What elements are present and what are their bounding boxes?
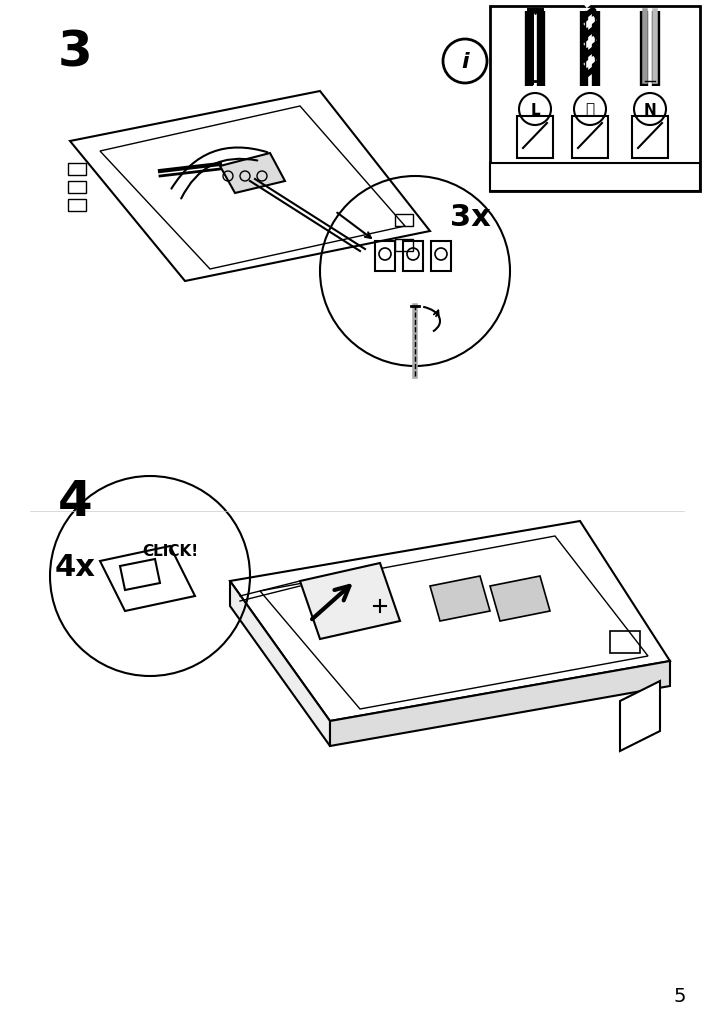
Bar xyxy=(395,240,413,252)
Polygon shape xyxy=(620,681,660,751)
Bar xyxy=(68,182,86,194)
Text: N: N xyxy=(643,102,656,117)
Text: 3x: 3x xyxy=(450,202,491,232)
Polygon shape xyxy=(330,661,670,746)
Polygon shape xyxy=(220,154,285,194)
Bar xyxy=(395,214,413,226)
Polygon shape xyxy=(100,107,405,270)
Text: 5: 5 xyxy=(674,987,686,1006)
Bar xyxy=(68,200,86,211)
Bar xyxy=(68,164,86,176)
Text: CLICK!: CLICK! xyxy=(142,544,198,559)
Text: 4x: 4x xyxy=(54,552,96,581)
Polygon shape xyxy=(120,559,160,590)
Text: 4: 4 xyxy=(58,477,92,526)
Polygon shape xyxy=(70,92,430,282)
Polygon shape xyxy=(430,576,490,622)
Bar xyxy=(431,242,451,272)
Polygon shape xyxy=(230,522,670,721)
Text: ⏚: ⏚ xyxy=(585,102,595,117)
Text: L: L xyxy=(531,102,540,117)
Bar xyxy=(490,7,700,192)
Bar xyxy=(632,117,668,159)
Bar xyxy=(572,117,608,159)
Text: 3: 3 xyxy=(58,28,92,76)
Bar xyxy=(517,117,553,159)
Polygon shape xyxy=(230,581,330,746)
Bar xyxy=(610,632,640,653)
Polygon shape xyxy=(300,563,400,639)
Polygon shape xyxy=(260,537,648,710)
Polygon shape xyxy=(490,576,550,622)
Bar xyxy=(490,164,700,192)
Polygon shape xyxy=(100,547,195,612)
Bar xyxy=(375,242,395,272)
Text: i: i xyxy=(461,52,469,72)
Bar xyxy=(403,242,423,272)
